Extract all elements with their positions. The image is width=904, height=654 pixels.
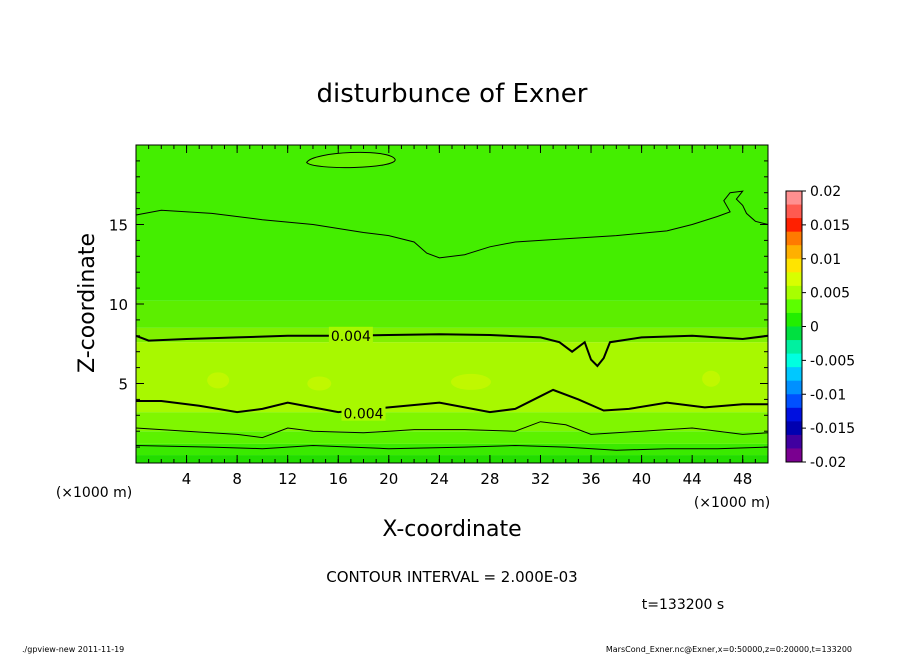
colorbar-tick-label-3: 0.005 [810,286,850,302]
x-tick-label-5: 24 [430,470,449,488]
colorbar-swatch-2 [786,218,802,233]
x-tick-label-10: 44 [683,470,702,488]
colorbar: 0.02 0.015 0.01 0.005 0 -0.005 -0.01 -0.015 -0.0… [785,184,855,471]
colorbar-tick-label-2: 0.01 [810,252,841,268]
contour-line-lower [136,388,768,414]
z-tick-label-0: 5 [118,376,128,394]
colorbar-swatch-5 [786,258,802,273]
colorbar-tick-label-8: -0.02 [810,455,846,471]
contour-label-bg-1 [341,404,386,421]
field-band-4 [136,342,768,413]
colorbar-swatch-11 [786,340,802,355]
colorbar-swatch-9 [786,312,802,327]
colorbar-swatch-15 [786,394,802,409]
time-label: t=133200 s [642,597,724,613]
x-tick-label-11: 48 [733,470,752,488]
x-tick-label-1: 8 [232,470,242,488]
x-unit-left: (×1000 m) [56,485,132,501]
field-blob-1 [307,376,332,391]
z-tick-label-2: 15 [109,217,128,235]
colorbar-tick-label-0: 0.02 [810,184,841,200]
x-tick-label-4: 20 [379,470,398,488]
field-blob-0 [207,372,230,389]
field-band-6 [136,300,768,328]
x-tick-label-3: 16 [329,470,348,488]
x-tick-label-7: 32 [531,470,550,488]
colorbar-swatch-18 [786,434,802,449]
x-tick-label-0: 4 [182,470,192,488]
colorbar-swatch-16 [786,407,802,422]
contour-line-thin-b [135,444,769,451]
contour-line-upper-thin [135,190,769,259]
x-tick-label-6: 28 [480,470,499,488]
colorbar-swatch-19 [786,448,802,463]
colorbar-swatch-3 [786,231,802,246]
chart-title: disturbunce of Exner [317,79,588,109]
z-tick-label-1: 10 [109,296,128,314]
colorbar-tick-label-7: -0.015 [810,421,855,437]
colorbar-swatch-4 [786,245,802,260]
colorbar-swatch-0 [786,191,802,206]
colorbar-swatch-14 [786,380,802,395]
contour-label-bg-0 [328,326,373,343]
colorbar-tick-label-1: 0.015 [810,218,850,234]
field-band-3 [136,412,768,432]
colorbar-swatch-12 [786,353,802,368]
x-tick-label-2: 12 [278,470,297,488]
footer-left: ./gpview-new 2011-11-19 [22,645,124,654]
x-axis-title: X-coordinate [382,517,521,542]
colorbar-swatch-6 [786,272,802,287]
colorbar-swatch-13 [786,367,802,382]
contour-label-1: 0.004 [343,407,383,423]
contour-line-upper [135,333,769,368]
field-band-1 [136,443,768,456]
contour-closed-top [306,151,396,169]
field-blob-2 [450,373,491,390]
colorbar-tick-label-6: -0.01 [810,387,846,403]
y-axis-title: Z-coordinate [75,233,100,373]
colorbar-swatch-1 [786,204,802,219]
colorbar-swatch-8 [786,299,802,314]
field-band-2 [136,431,768,444]
x-tick-label-9: 40 [632,470,651,488]
x-unit-right: (×1000 m) [694,495,770,511]
contour-label-0: 0.004 [331,329,371,345]
contour-interval: CONTOUR INTERVAL = 2.000E-03 [326,568,577,586]
contour-line-thin-a [135,421,769,439]
colorbar-swatch-10 [786,326,802,341]
colorbar-tick-label-4: 0 [810,320,819,336]
colorbar-swatch-7 [786,285,802,300]
x-tick-label-8: 36 [581,470,600,488]
colorbar-swatch-17 [786,421,802,436]
field-blob-3 [702,370,721,387]
footer-right: MarsCond_Exner.nc@Exner,x=0:50000,z=0:20… [606,645,852,654]
field-band-7 [136,145,768,301]
colorbar-tick-label-5: -0.005 [810,353,855,369]
